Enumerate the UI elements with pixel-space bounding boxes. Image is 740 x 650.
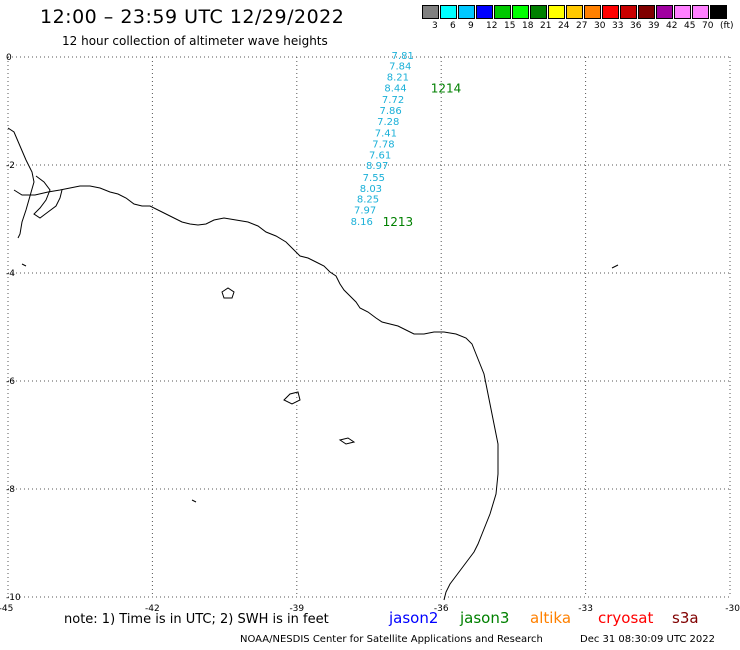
coastline-west — [7, 127, 35, 239]
legend-swatch — [584, 5, 601, 19]
lat-tick-label: -2 — [6, 161, 15, 171]
legend-swatch — [512, 5, 529, 19]
wave-height-label: 7.78 — [372, 139, 394, 150]
wave-height-label: 7.28 — [377, 117, 399, 128]
satellite-cryosat: cryosat — [598, 609, 654, 627]
lat-tick-label: -10 — [6, 593, 21, 603]
legend-swatch — [656, 5, 673, 19]
island-4 — [611, 264, 619, 269]
legend-swatch — [494, 5, 511, 19]
footer-note: note: 1) Time is in UTC; 2) SWH is in fe… — [64, 612, 329, 627]
legend-label: 21 — [540, 21, 552, 31]
wave-height-label: 7.55 — [363, 173, 385, 184]
coastline-inlet — [33, 175, 63, 219]
wave-height-label: 8.97 — [366, 161, 388, 172]
legend-label: 9 — [468, 21, 474, 31]
wave-height-label: 7.81 — [392, 51, 414, 62]
legend-label: 27 — [576, 21, 588, 31]
legend-label: 36 — [630, 21, 642, 31]
wave-height-label: 8.16 — [351, 217, 373, 228]
footer-credit: NOAA/NESDIS Center for Satellite Applica… — [240, 634, 543, 645]
lon-tick-label: -33 — [578, 604, 593, 614]
wave-height-label: 7.97 — [354, 205, 376, 216]
legend-label: 70 — [702, 21, 714, 31]
legend-label: 18 — [522, 21, 534, 31]
legend-swatch — [422, 5, 439, 19]
legend-label: 15 — [504, 21, 516, 31]
wave-height-label: 8.44 — [384, 83, 406, 94]
legend-label: 33 — [612, 21, 624, 31]
track-time-label: 1214 — [431, 81, 462, 95]
axis-labels: -45 -42 -39 -36 -33 -30 0 -2 -4 -6 -8 -10 — [0, 53, 740, 614]
lon-tick-label: -42 — [145, 604, 160, 614]
legend-swatch — [602, 5, 619, 19]
island-3 — [338, 437, 356, 445]
legend-label: 3 — [432, 21, 438, 31]
coastline-mainland — [13, 185, 499, 601]
legend-labels: 3 6 9 12 15 18 21 24 27 30 33 36 39 42 45 70 (ft) — [432, 21, 738, 31]
lon-tick-label: -36 — [434, 604, 449, 614]
satellite-altika: altika — [530, 609, 572, 627]
satellite-s3a: s3a — [672, 609, 699, 627]
wave-height-label: 7.41 — [375, 129, 397, 140]
legend-swatch — [530, 5, 547, 19]
satellite-jason3: jason3 — [460, 609, 510, 627]
legend-label: 42 — [666, 21, 678, 31]
track-time-label: 1213 — [383, 215, 414, 229]
wave-height-label: 8.03 — [360, 184, 382, 195]
legend-swatch — [476, 5, 493, 19]
legend-swatches — [422, 5, 738, 19]
island-2 — [283, 391, 301, 405]
legend-swatch — [692, 5, 709, 19]
legend-label: 12 — [486, 21, 498, 31]
wave-height-label: 7.61 — [369, 150, 391, 161]
wave-height-label: 7.86 — [380, 106, 402, 117]
coastline — [7, 127, 619, 601]
wave-height-label: 8.25 — [357, 195, 379, 206]
lat-tick-label: -8 — [6, 485, 15, 495]
lat-tick-label: -4 — [6, 269, 15, 279]
chart-subtitle: 12 hour collection of altimeter wave hei… — [62, 34, 328, 48]
lon-tick-label: -39 — [289, 604, 304, 614]
lon-tick-label: -45 — [0, 604, 13, 614]
color-legend: 3 6 9 12 15 18 21 24 27 30 33 36 39 42 45 70 (ft) — [422, 5, 738, 31]
legend-swatch — [548, 5, 565, 19]
island-5 — [21, 263, 27, 267]
wave-height-label: 8.21 — [387, 73, 409, 84]
legend-label: 39 — [648, 21, 660, 31]
lat-tick-label: -6 — [6, 377, 15, 387]
island-1 — [221, 287, 235, 299]
legend-swatch — [674, 5, 691, 19]
gridlines — [7, 56, 731, 598]
legend-swatch — [566, 5, 583, 19]
chart-title: 12:00 – 23:59 UTC 12/29/2022 — [40, 6, 345, 28]
altimeter-track: 7.817.848.218.447.727.867.287.417.787.61… — [351, 51, 462, 229]
legend-swatch — [620, 5, 637, 19]
wave-height-label: 7.72 — [382, 95, 404, 106]
island-6 — [191, 499, 197, 503]
legend-label: 45 — [684, 21, 696, 31]
wave-height-label: 7.84 — [389, 62, 411, 73]
satellite-jason2: jason2 — [389, 609, 439, 627]
legend-swatch — [710, 5, 727, 19]
legend-swatch — [638, 5, 655, 19]
legend-label: (ft) — [720, 21, 734, 31]
lon-tick-label: -30 — [725, 604, 740, 614]
legend-label: 24 — [558, 21, 570, 31]
legend-label: 30 — [594, 21, 606, 31]
legend-swatch — [440, 5, 457, 19]
legend-swatch — [458, 5, 475, 19]
legend-label: 6 — [450, 21, 456, 31]
lat-tick-label: 0 — [6, 53, 12, 63]
footer-date: Dec 31 08:30:09 UTC 2022 — [580, 634, 715, 645]
